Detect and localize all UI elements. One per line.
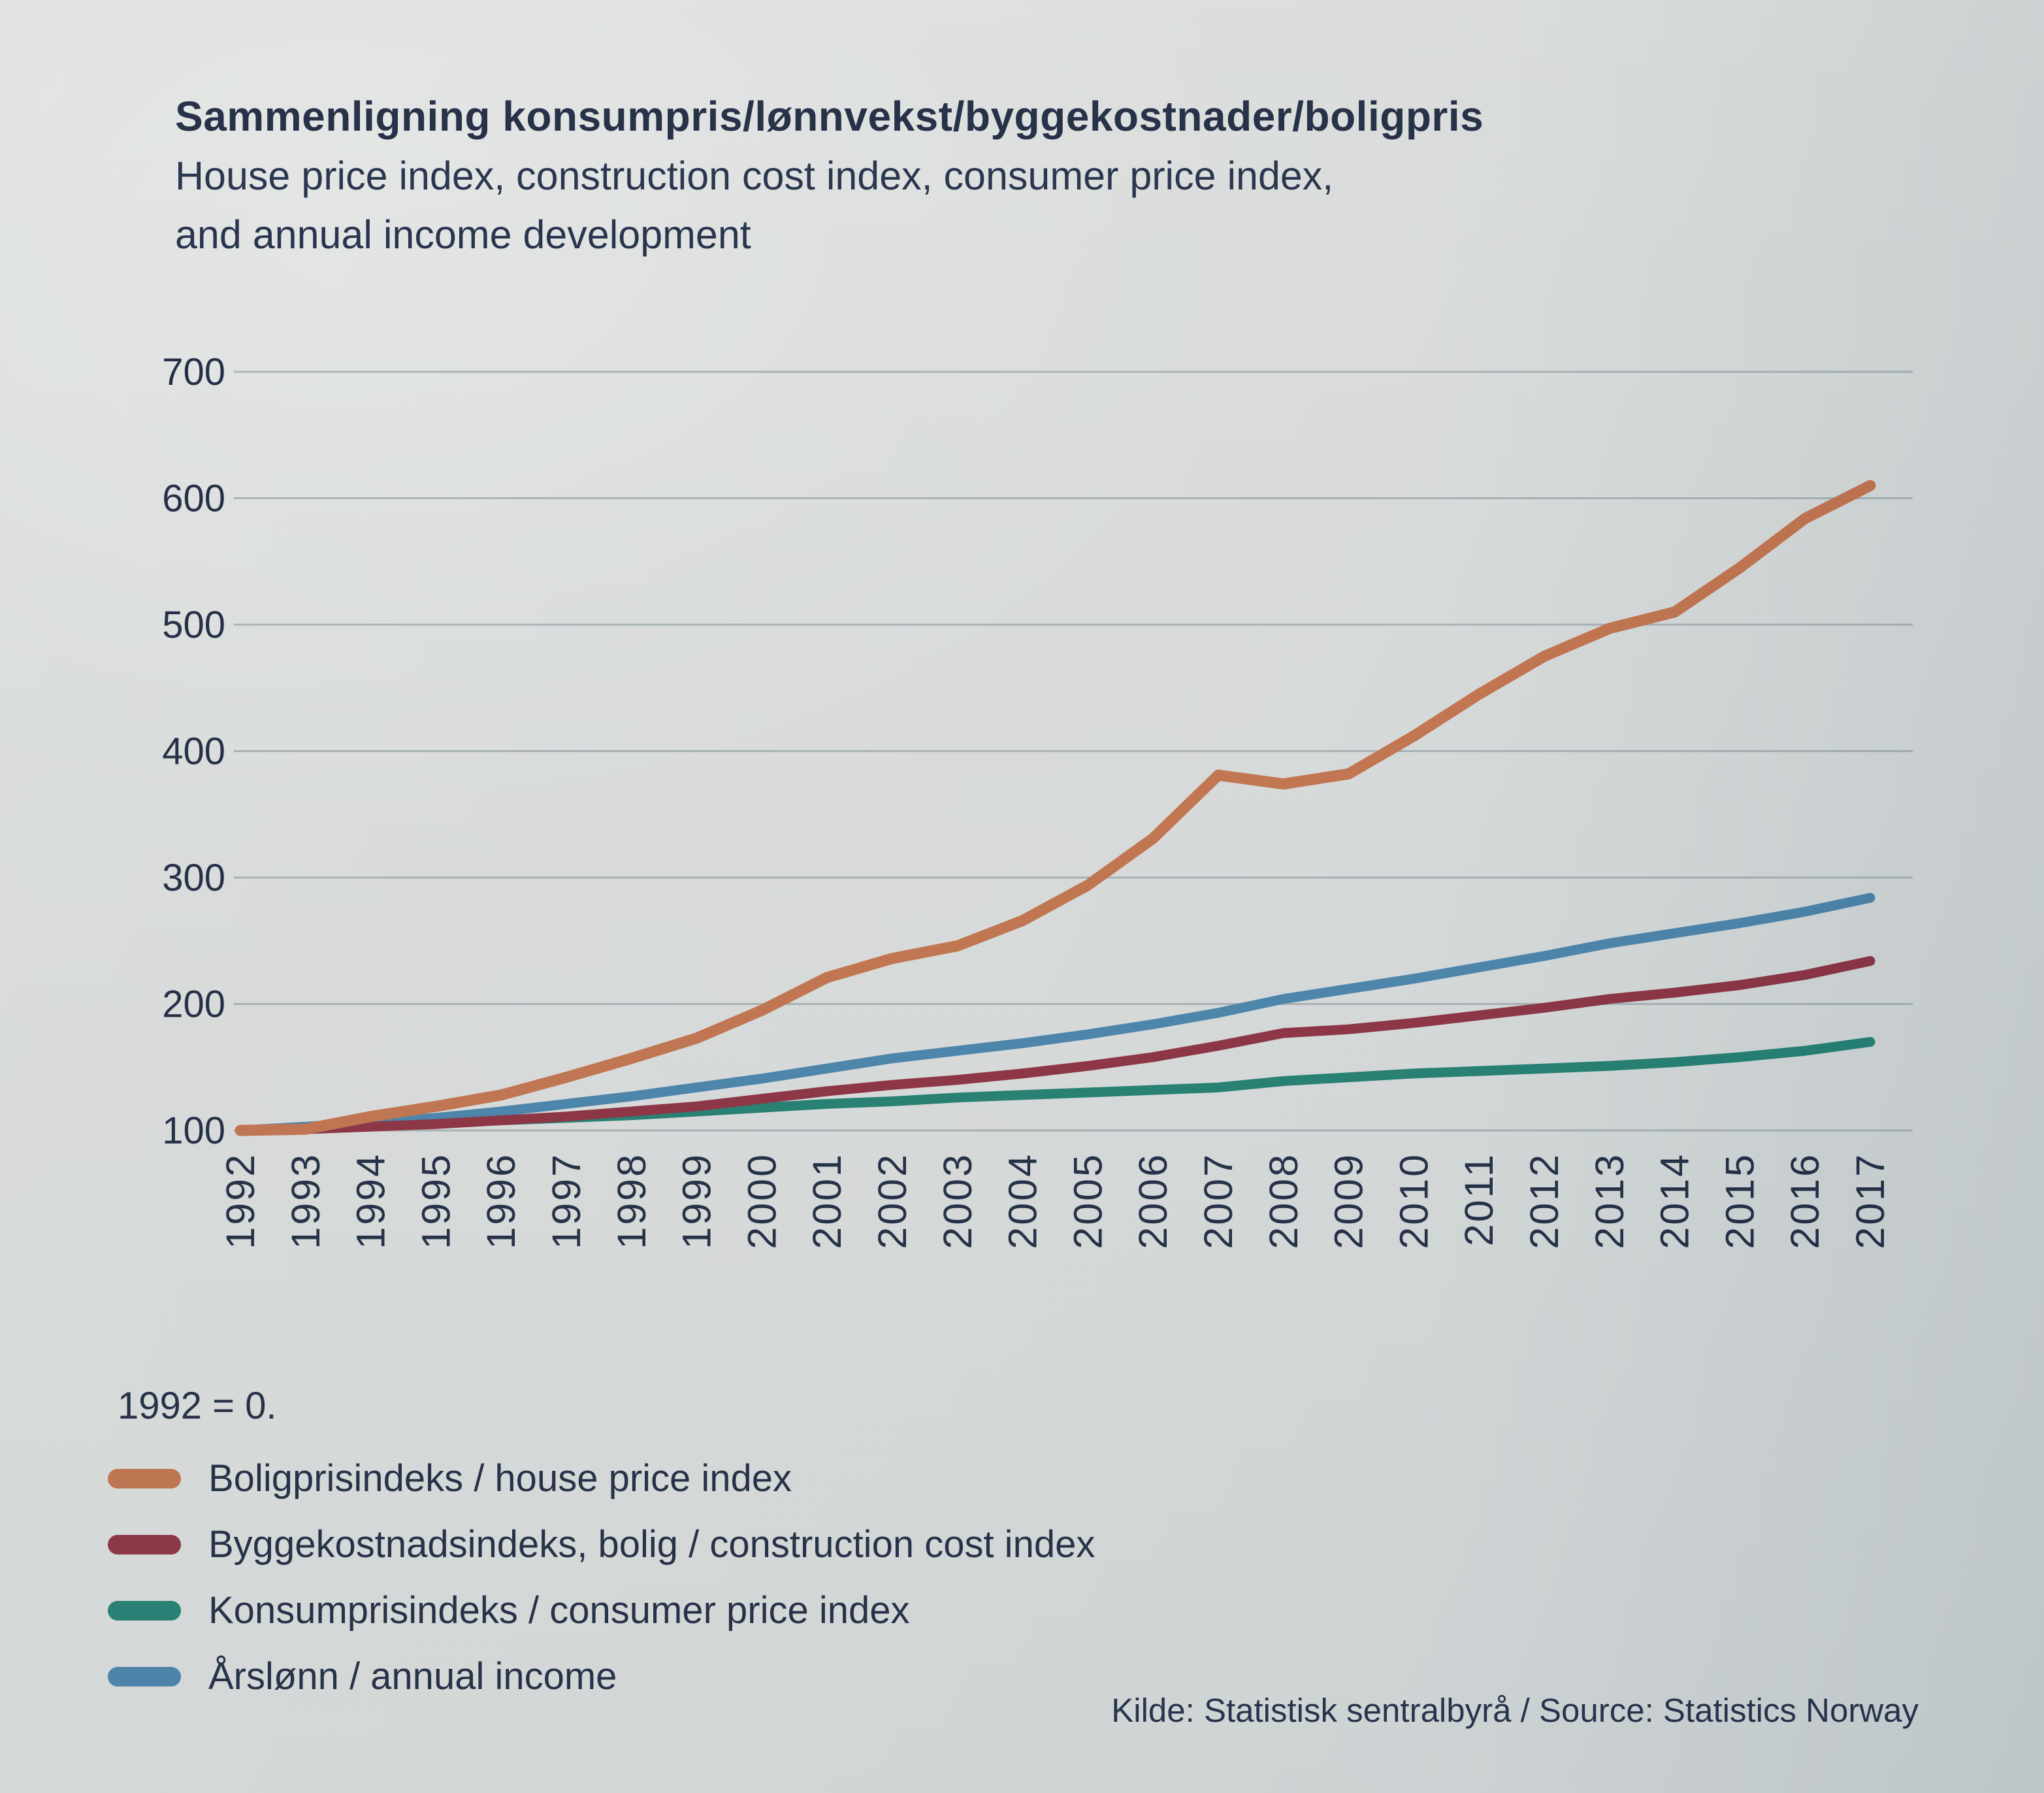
x-axis-label: 2005 xyxy=(1065,1153,1110,1249)
x-axis-label: 2016 xyxy=(1783,1153,1827,1249)
x-axis-label: 2000 xyxy=(739,1153,784,1249)
y-axis-tick: 700 xyxy=(162,351,225,393)
x-axis-label: 2002 xyxy=(870,1153,915,1249)
x-axis-label: 2014 xyxy=(1653,1153,1697,1249)
x-axis-labels: 1992 1993 1994 1995 1996 1997 1998 1999 2000 2001… xyxy=(218,1153,1892,1249)
x-axis-label: 2001 xyxy=(805,1153,849,1249)
page-subtitle-line1: House price index, construction cost ind… xyxy=(175,154,1334,198)
legend-item: Årslønn / annual income xyxy=(108,1643,1095,1709)
y-axis-tick: 400 xyxy=(162,731,225,773)
legend-label: Konsumprisindeks / consumer price index xyxy=(208,1589,910,1632)
x-axis-label: 2004 xyxy=(1001,1153,1045,1249)
x-axis-label: 1994 xyxy=(349,1153,393,1249)
x-axis-label: 1995 xyxy=(414,1153,458,1249)
y-axis-tick: 600 xyxy=(162,478,225,520)
x-axis-label: 1997 xyxy=(544,1153,589,1249)
page-title: Sammenligning konsumpris/lønnvekst/bygge… xyxy=(175,93,1484,140)
consumer-price-legend-swatch-icon xyxy=(108,1600,181,1620)
x-axis-label: 1999 xyxy=(675,1153,719,1249)
page-subtitle-line2: and annual income development xyxy=(175,212,751,257)
y-axis-tick: 200 xyxy=(162,983,225,1026)
legend-label: Boligprisindeks / house price index xyxy=(208,1457,792,1500)
x-axis-label: 2008 xyxy=(1261,1153,1306,1249)
x-axis-label: 2011 xyxy=(1457,1153,1501,1246)
y-axis-tick: 100 xyxy=(162,1110,225,1152)
x-axis-label: 1998 xyxy=(609,1153,654,1249)
legend-label: Byggekostnadsindeks, bolig / constructio… xyxy=(208,1523,1095,1566)
x-axis-label: 2007 xyxy=(1196,1153,1241,1249)
y-axis-ticks: 700 600 500 400 300 200 100 xyxy=(162,351,225,1152)
x-axis-label: 2009 xyxy=(1327,1153,1371,1249)
source-note: Kilde: Statistisk sentralbyrå / Source: … xyxy=(1111,1692,1919,1729)
construction-cost-legend-swatch-icon xyxy=(108,1534,181,1554)
series-lines xyxy=(235,480,1876,1136)
x-axis-label: 1993 xyxy=(284,1153,328,1249)
x-axis-label: 2012 xyxy=(1522,1153,1566,1249)
x-axis-label: 2015 xyxy=(1717,1153,1762,1249)
series-line-4 xyxy=(235,893,1875,1136)
legend-item: Boligprisindeks / house price index xyxy=(108,1445,1095,1511)
gridlines xyxy=(234,370,1913,1132)
y-axis-tick: 500 xyxy=(162,604,225,646)
house-price-legend-swatch-icon xyxy=(108,1468,181,1489)
legend-item: Byggekostnadsindeks, bolig / constructio… xyxy=(108,1511,1095,1577)
baseline-note: 1992 = 0. xyxy=(118,1385,277,1427)
x-axis-label: 2010 xyxy=(1391,1153,1436,1249)
legend: Boligprisindeks / house price index Bygg… xyxy=(108,1445,1095,1709)
series-line-2 xyxy=(235,956,1875,1136)
x-axis-label: 2003 xyxy=(935,1153,980,1249)
x-axis-label: 2006 xyxy=(1131,1153,1175,1249)
x-axis-label: 1996 xyxy=(479,1153,523,1249)
chart-header: Sammenligning konsumpris/lønnvekst/bygge… xyxy=(175,86,1484,264)
legend-item: Konsumprisindeks / consumer price index xyxy=(108,1577,1095,1643)
series-line-1 xyxy=(235,480,1876,1136)
x-axis-label: 2017 xyxy=(1848,1153,1892,1249)
legend-label: Årslønn / annual income xyxy=(208,1655,617,1698)
y-axis-tick: 300 xyxy=(162,857,225,899)
x-axis-label: 2013 xyxy=(1587,1153,1632,1249)
x-axis-label: 1992 xyxy=(218,1153,263,1249)
annual-income-legend-swatch-icon xyxy=(108,1666,181,1686)
